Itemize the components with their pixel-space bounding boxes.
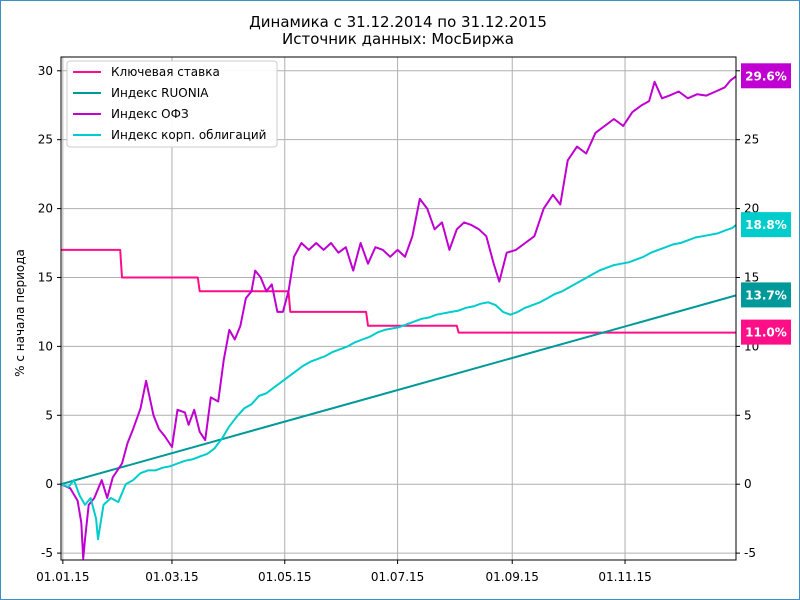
y-tick-label-left: 25 (38, 133, 53, 147)
series-line-2 (60, 75, 737, 560)
end-label-box (741, 282, 791, 308)
x-tick-label: 01.11.15 (598, 570, 651, 584)
end-label-value: 13.7% (745, 288, 787, 302)
end-label-box (741, 319, 791, 345)
y-tick-label-right: 5 (744, 408, 752, 422)
y-tick-label-right: 20 (744, 202, 759, 216)
y-tick-label-left: 0 (45, 477, 53, 491)
x-tick-label: 01.07.15 (371, 570, 424, 584)
x-tick-label: 01.01.15 (36, 570, 89, 584)
legend-box (66, 60, 278, 148)
plot-area-border (60, 56, 737, 561)
series-line-1 (60, 294, 737, 486)
legend-item-label: Индекс ОФЗ (111, 107, 189, 121)
x-tick-label: 01.09.15 (486, 570, 539, 584)
y-tick-label-right: -5 (744, 546, 756, 560)
chart-title: Динамика с 31.12.2014 по 31.12.2015 (249, 13, 547, 31)
series-line-3 (60, 224, 737, 541)
end-label-value: 18.8% (745, 218, 787, 232)
y-tick-label-left: 10 (38, 339, 53, 353)
end-label-value: 29.6% (745, 69, 787, 83)
y-tick-label-left: 30 (38, 64, 53, 78)
legend-item-label: Ключевая ставка (111, 65, 220, 79)
x-tick-label: 01.05.15 (258, 570, 311, 584)
chart-subtitle: Источник данных: МосБиржа (282, 30, 514, 48)
end-value-labels: 11.0% 13.7% 29.6% 18.8% (741, 63, 791, 345)
series-lines (60, 75, 737, 560)
y-tick-label-right: 15 (744, 270, 759, 284)
x-tick-label: 01.03.15 (145, 570, 198, 584)
end-label-box (741, 212, 791, 238)
y-tick-label-right: 0 (744, 477, 752, 491)
end-label-value: 11.0% (745, 326, 787, 340)
y-tick-label-left: -5 (41, 546, 53, 560)
end-label-box (741, 63, 791, 89)
y-tick-label-left: 5 (45, 408, 53, 422)
y-tick-label-right: 25 (744, 133, 759, 147)
legend-item-label: Индекс RUONIA (111, 86, 209, 100)
y-tick-label-left: 15 (38, 270, 53, 284)
y-axis-label: % с начала периода (13, 249, 27, 377)
legend: Ключевая ставка Индекс RUONIA Индекс ОФЗ Ин… (66, 60, 278, 148)
y-tick-label-left: 20 (38, 202, 53, 216)
series-line-0 (61, 248, 736, 334)
legend-item-label: Индекс корп. облигаций (111, 128, 266, 142)
